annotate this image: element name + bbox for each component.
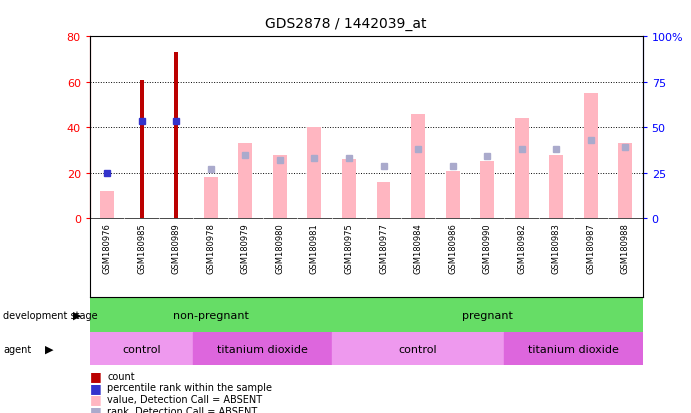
Bar bbox=[515, 119, 529, 219]
Bar bbox=[204, 178, 218, 219]
Bar bbox=[411, 114, 425, 219]
Text: ■: ■ bbox=[90, 369, 102, 382]
Bar bbox=[273, 155, 287, 219]
Text: ■: ■ bbox=[90, 381, 102, 394]
Bar bbox=[90, 297, 332, 332]
Text: GSM180977: GSM180977 bbox=[379, 223, 388, 273]
Text: GSM180981: GSM180981 bbox=[310, 223, 319, 273]
Text: GSM180983: GSM180983 bbox=[551, 223, 561, 273]
Text: value, Detection Call = ABSENT: value, Detection Call = ABSENT bbox=[107, 394, 262, 404]
Bar bbox=[446, 171, 460, 219]
Text: GSM180980: GSM180980 bbox=[275, 223, 285, 273]
Text: non-pregnant: non-pregnant bbox=[173, 310, 249, 320]
Bar bbox=[549, 155, 563, 219]
Text: percentile rank within the sample: percentile rank within the sample bbox=[107, 382, 272, 392]
Text: ■: ■ bbox=[90, 404, 102, 413]
Bar bbox=[332, 297, 643, 332]
Text: GSM180978: GSM180978 bbox=[206, 223, 216, 273]
Text: pregnant: pregnant bbox=[462, 310, 513, 320]
Text: development stage: development stage bbox=[3, 310, 98, 320]
Bar bbox=[193, 332, 332, 366]
Text: GSM180975: GSM180975 bbox=[344, 223, 354, 273]
Text: titanium dioxide: titanium dioxide bbox=[217, 344, 308, 354]
Bar bbox=[618, 144, 632, 219]
Bar bbox=[90, 332, 193, 366]
Text: GSM180984: GSM180984 bbox=[413, 223, 423, 273]
Bar bbox=[584, 94, 598, 219]
Bar bbox=[307, 128, 321, 219]
Text: control: control bbox=[122, 344, 161, 354]
Bar bbox=[377, 183, 390, 219]
Bar bbox=[342, 160, 356, 219]
Text: ■: ■ bbox=[90, 392, 102, 406]
Text: control: control bbox=[399, 344, 437, 354]
Bar bbox=[480, 162, 494, 219]
Text: GSM180990: GSM180990 bbox=[482, 223, 492, 273]
Text: GSM180989: GSM180989 bbox=[171, 223, 181, 273]
Text: agent: agent bbox=[3, 344, 32, 354]
Text: ▶: ▶ bbox=[73, 310, 81, 320]
Bar bbox=[100, 192, 114, 219]
Text: GSM180982: GSM180982 bbox=[517, 223, 527, 273]
Text: GSM180985: GSM180985 bbox=[137, 223, 146, 273]
Bar bbox=[140, 80, 144, 219]
Text: GSM180988: GSM180988 bbox=[621, 223, 630, 273]
Bar bbox=[238, 144, 252, 219]
Text: GSM180979: GSM180979 bbox=[240, 223, 250, 273]
Text: ▶: ▶ bbox=[45, 344, 53, 354]
Bar bbox=[332, 332, 504, 366]
Bar bbox=[174, 53, 178, 219]
Text: count: count bbox=[107, 371, 135, 381]
Text: GSM180976: GSM180976 bbox=[102, 223, 112, 273]
Text: GSM180987: GSM180987 bbox=[586, 223, 596, 273]
Text: titanium dioxide: titanium dioxide bbox=[528, 344, 619, 354]
Text: GSM180986: GSM180986 bbox=[448, 223, 457, 273]
Text: rank, Detection Call = ABSENT: rank, Detection Call = ABSENT bbox=[107, 406, 257, 413]
Text: GDS2878 / 1442039_at: GDS2878 / 1442039_at bbox=[265, 17, 426, 31]
Bar bbox=[504, 332, 643, 366]
